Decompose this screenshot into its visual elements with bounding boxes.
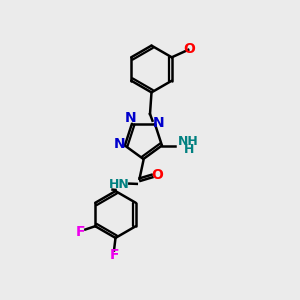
Text: F: F — [109, 248, 119, 262]
Text: N: N — [153, 116, 165, 130]
Text: NH: NH — [178, 135, 199, 148]
Text: O: O — [151, 168, 163, 182]
Text: O: O — [183, 42, 195, 56]
Text: N: N — [125, 111, 137, 125]
Text: F: F — [76, 225, 85, 239]
Text: H: H — [184, 142, 194, 156]
Text: HN: HN — [109, 178, 130, 191]
Text: N: N — [114, 137, 125, 151]
